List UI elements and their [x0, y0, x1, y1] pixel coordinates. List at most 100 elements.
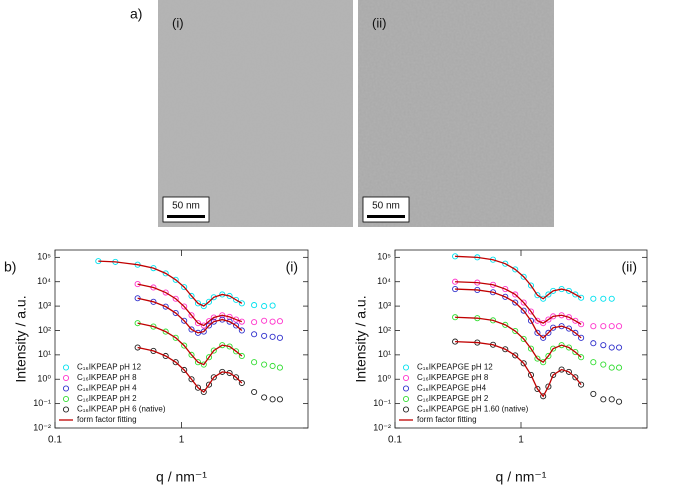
- data-point: [238, 379, 245, 387]
- data-point: [534, 317, 541, 324]
- legend-swatch: [62, 395, 70, 403]
- data-point: [608, 323, 615, 330]
- legend-swatch: [62, 385, 70, 392]
- fit-line: [455, 281, 582, 325]
- data-point: [590, 390, 597, 397]
- legend-label: C₁₆IKPEAPGE pH 1.60 (native): [417, 405, 529, 414]
- data-point: [615, 398, 623, 405]
- legend-swatch: [62, 374, 70, 382]
- data-point: [251, 388, 258, 396]
- legend-swatch: [402, 406, 410, 413]
- legend-swatch: [402, 374, 410, 382]
- data-point: [565, 325, 572, 332]
- data-point: [540, 393, 547, 400]
- image-label: (ii): [372, 15, 386, 30]
- panel-label: (ii): [621, 259, 637, 275]
- data-point: [238, 327, 245, 334]
- data-point: [162, 289, 169, 296]
- scale-bar-label: 50 nm: [172, 201, 200, 212]
- data-point: [233, 374, 240, 381]
- data-point: [194, 320, 202, 327]
- data-point: [188, 376, 195, 383]
- data-point: [194, 384, 202, 391]
- legend-swatch: [402, 364, 410, 371]
- data-point: [210, 294, 217, 301]
- data-point: [205, 322, 213, 329]
- y-tick-label: 10¹: [378, 349, 391, 359]
- data-point: [502, 321, 509, 328]
- data-point: [205, 298, 213, 305]
- y-tick-label: 10¹: [38, 349, 51, 359]
- data-point: [578, 321, 585, 328]
- data-point: [238, 318, 245, 325]
- fit-line: [98, 260, 243, 307]
- tem-image: (ii) 50 nm: [358, 0, 554, 227]
- data-point: [276, 318, 283, 325]
- data-point: [572, 291, 579, 298]
- x-tick-label: 0.1: [388, 435, 402, 446]
- data-point: [276, 364, 283, 371]
- data-point: [172, 359, 179, 366]
- data-point: [512, 266, 519, 273]
- data-point: [512, 327, 519, 335]
- data-point: [520, 307, 527, 314]
- image-label: (i): [172, 15, 184, 30]
- fit-line: [137, 297, 243, 334]
- x-axis-label: q / nm⁻¹: [156, 469, 207, 485]
- panel-label: (i): [286, 259, 298, 275]
- data-point: [608, 344, 615, 351]
- legend-label: C₁₆IKPEAP pH 6 (native): [77, 405, 166, 414]
- data-point: [545, 329, 552, 336]
- y-tick-label: 10⁴: [377, 276, 391, 286]
- data-point: [188, 292, 195, 300]
- data-point: [572, 349, 579, 356]
- legend-label: C₁₆IKPEAP pH 8: [77, 373, 137, 382]
- data-point: [565, 344, 572, 351]
- data-point: [520, 273, 527, 280]
- x-tick-label: 1: [179, 435, 185, 446]
- data-point: [502, 286, 509, 293]
- data-point: [527, 317, 535, 324]
- data-point: [238, 300, 245, 307]
- data-point: [545, 383, 552, 390]
- data-point: [615, 344, 623, 351]
- tem-image: (i) 50 nm: [158, 0, 353, 227]
- data-point: [205, 381, 213, 388]
- data-point: [534, 385, 541, 392]
- data-point: [578, 294, 585, 301]
- data-point: [527, 345, 535, 352]
- data-point: [608, 396, 615, 403]
- data-point: [261, 317, 268, 324]
- data-point: [545, 352, 552, 360]
- data-point: [261, 332, 268, 339]
- data-point: [527, 308, 535, 315]
- data-point: [512, 291, 519, 298]
- data-point: [200, 303, 207, 310]
- data-point: [590, 295, 597, 302]
- fit-line: [137, 322, 243, 366]
- data-point: [238, 352, 245, 360]
- data-point: [527, 282, 535, 289]
- data-point: [572, 329, 579, 336]
- legend-swatch: [402, 385, 410, 392]
- data-point: [172, 276, 179, 283]
- data-point: [172, 334, 179, 341]
- data-point: [269, 318, 276, 325]
- data-point: [172, 309, 179, 317]
- data-point: [233, 316, 240, 323]
- data-point: [608, 295, 615, 302]
- data-point: [578, 354, 585, 361]
- fit-line: [455, 316, 582, 364]
- data-point: [188, 351, 195, 358]
- data-point: [210, 347, 217, 354]
- fit-line: [455, 288, 582, 339]
- fit-line: [137, 346, 243, 393]
- data-point: [251, 319, 258, 326]
- data-point: [226, 318, 233, 325]
- y-tick-label: 10²: [378, 325, 391, 335]
- data-point: [550, 371, 557, 378]
- y-axis-label: Intensity / a.u.: [13, 295, 29, 382]
- data-point: [558, 366, 565, 373]
- data-point: [205, 354, 213, 361]
